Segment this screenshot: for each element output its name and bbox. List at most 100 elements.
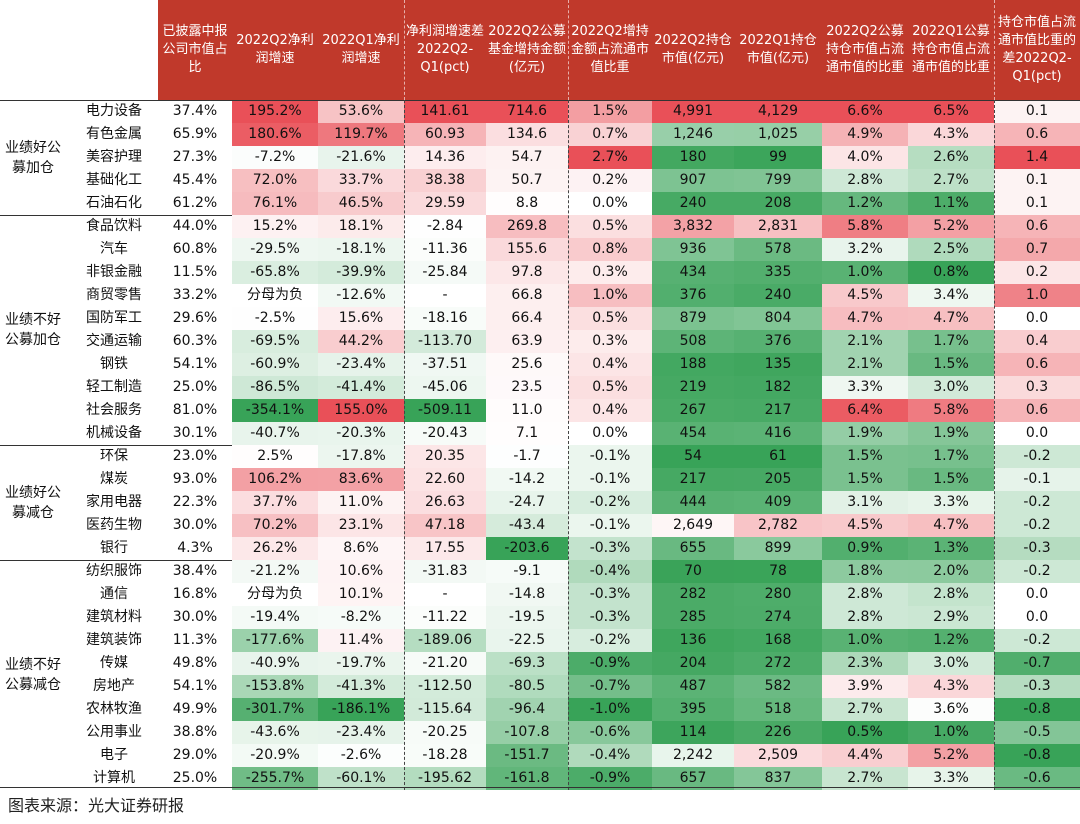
heat-cell: 3.9% [822,675,908,698]
heat-cell: -113.70 [404,330,486,353]
heat-cell: 8.8 [486,192,568,215]
coverage-cell: 54.1% [172,678,218,694]
heat-cell: -0.7 [994,652,1080,675]
heat-cell: 1.7% [908,330,994,353]
heat-cell: -20.9% [232,744,318,767]
heat-cell: 2.8% [908,583,994,606]
column-divider [994,100,995,790]
heat-cell: 434 [652,261,734,284]
heat-cell: 2.1% [822,330,908,353]
heat-cell: -161.8 [486,767,568,790]
heat-cell: 5.2% [908,744,994,767]
heat-cell: 2.0% [908,560,994,583]
heat-cell: 1.0% [822,261,908,284]
group-label: 业绩不好公募减仓 [5,657,61,693]
coverage-cell: 49.8% [172,655,218,671]
coverage-cell: 93.0% [172,471,218,487]
heat-cell: -19.5 [486,606,568,629]
heat-cell: 1.9% [822,422,908,445]
heat-cell: 0.8% [568,238,652,261]
heat-cell: 168 [734,629,822,652]
heat-cell: -0.2% [568,629,652,652]
heat-cell: -0.2 [994,629,1080,652]
heat-cell: 1.2% [822,192,908,215]
heat-cell: -69.3 [486,652,568,675]
heat-cell: 0.0 [994,422,1080,445]
heat-cell: 11.4% [318,629,404,652]
coverage-cell: 22.3% [172,494,218,510]
heat-cell: 97.8 [486,261,568,284]
heat-cell: -9.1 [486,560,568,583]
coverage-cell: 60.8% [172,241,218,257]
heat-cell: -0.8 [994,698,1080,721]
heat-cell: 78 [734,560,822,583]
heat-cell: 376 [734,330,822,353]
heat-cell: 33.7% [318,169,404,192]
heat-cell: 38.38 [404,169,486,192]
heat-cell: 195.2% [232,100,318,123]
heat-cell: 22.60 [404,468,486,491]
column-header: 2022Q2持仓市值(亿元) [654,33,732,66]
heat-cell: 182 [734,376,822,399]
heat-cell: -195.62 [404,767,486,790]
heat-cell: 2.7% [822,767,908,790]
column-header: 2022Q2公募基金增持金额(亿元) [488,24,567,75]
heat-cell: 7.1 [486,422,568,445]
heat-cell: 26.63 [404,491,486,514]
heat-cell: -0.3% [568,537,652,560]
column-header: 持仓市值占流通市值比重的差2022Q2-Q1(pct) [997,15,1076,84]
heat-cell: -509.11 [404,399,486,422]
heat-cell: -60.9% [232,353,318,376]
heat-cell: 47.18 [404,514,486,537]
header-divider [994,0,995,100]
heat-cell: 1.1% [908,192,994,215]
heat-cell: 60.93 [404,123,486,146]
heat-cell: 208 [734,192,822,215]
heat-cell: 1.8% [822,560,908,583]
heat-cell: 1,025 [734,123,822,146]
heat-cell: 2,649 [652,514,734,537]
heat-cell: 240 [652,192,734,215]
row-label: 美容护理 [86,149,142,165]
group-label: 业绩好公募减仓 [5,484,61,521]
group-label: 业绩好公募加仓 [5,139,61,176]
heat-cell: 280 [734,583,822,606]
bottom-rule [0,787,1080,788]
heat-cell: -14.8 [486,583,568,606]
heat-cell: -21.6% [318,146,404,169]
heat-cell: 4.5% [822,514,908,537]
heat-cell: 10.1% [318,583,404,606]
heat-cell: 0.3 [994,376,1080,399]
heat-cell: 240 [734,284,822,307]
row-label: 传媒 [100,655,128,671]
coverage-cell: 61.2% [172,195,218,211]
heat-cell: -0.5 [994,721,1080,744]
heat-cell: -107.8 [486,721,568,744]
heat-cell: -25.84 [404,261,486,284]
column-header: 2022Q2净利润增速 [236,33,314,66]
coverage-cell: 30.0% [172,517,218,533]
heat-cell: 269.8 [486,215,568,238]
row-label: 轻工制造 [86,379,142,395]
heat-cell: -0.2 [994,514,1080,537]
group-label: 业绩不好公募加仓 [5,312,61,348]
heat-cell: 83.6% [318,468,404,491]
heat-cell: -255.7% [232,767,318,790]
coverage-cell: 60.3% [172,333,218,349]
heat-cell: 0.3% [568,330,652,353]
row-label: 煤炭 [100,471,128,487]
heat-cell: 1.5% [908,353,994,376]
heat-cell: 454 [652,422,734,445]
heat-cell: -1.0% [568,698,652,721]
heat-cell: 17.55 [404,537,486,560]
heat-cell: 4,991 [652,100,734,123]
heat-cell: 1.0% [568,284,652,307]
column-header: 2022Q1公募持仓市值占流通市值的比重 [911,24,990,75]
heat-cell: 1,246 [652,123,734,146]
heat-cell: -29.5% [232,238,318,261]
heat-cell: -0.1% [568,445,652,468]
heat-cell: -115.64 [404,698,486,721]
heat-cell: 4.5% [822,284,908,307]
heat-cell: -0.6% [568,721,652,744]
